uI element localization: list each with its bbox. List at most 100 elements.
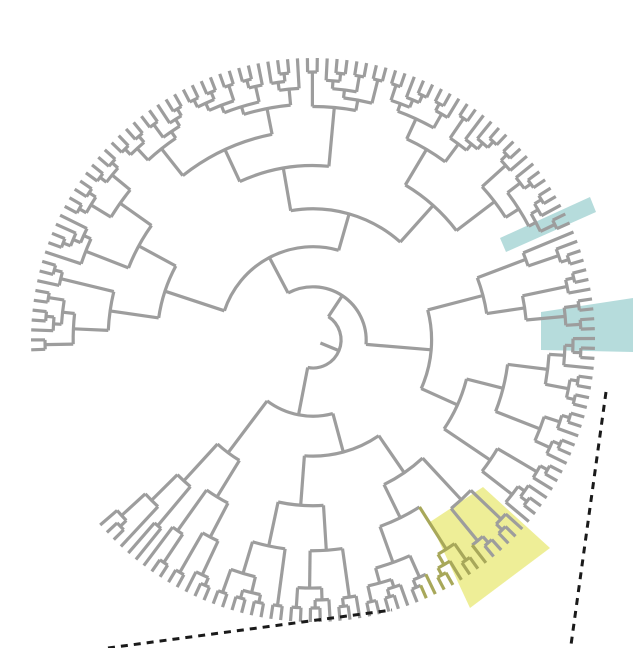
- branch-arc-149: [332, 87, 357, 94]
- branch-radial-238: [365, 342, 432, 352]
- branch-arc-32: [51, 264, 58, 275]
- branch-radial-50: [119, 201, 153, 227]
- branch-radial-453: [167, 569, 178, 584]
- branch-radial-285: [580, 355, 595, 360]
- branch-radial-395: [340, 548, 351, 598]
- branch-radial-361: [460, 561, 472, 576]
- branch-radial-466: [127, 521, 156, 555]
- branch-radial-321: [532, 476, 554, 491]
- branch-radial-27: [35, 288, 50, 295]
- branch-arc-112: [188, 96, 199, 104]
- branch-radial-305: [556, 426, 579, 438]
- branch-radial-258: [572, 268, 587, 275]
- branch-radial-128: [246, 65, 254, 80]
- branch-radial-88: [124, 127, 137, 141]
- branch-radial-330: [523, 503, 537, 516]
- branch-radial-139: [295, 58, 301, 89]
- branch-radial-411: [294, 587, 300, 608]
- branch-radial-193: [448, 117, 465, 140]
- branch-radial-190: [446, 97, 461, 119]
- branch-radial-259: [574, 277, 589, 284]
- branch-radial-89: [132, 121, 144, 135]
- branch-radial-159: [353, 61, 359, 76]
- branch-arc-210: [499, 159, 512, 172]
- branch-radial-267: [565, 322, 581, 327]
- branch-radial-252: [486, 306, 525, 316]
- branch-radial-72: [337, 213, 351, 251]
- branch-radial-413: [298, 607, 303, 622]
- branch-radial-449: [184, 571, 198, 593]
- branch-radial-103: [265, 108, 274, 135]
- branch-radial-129: [256, 63, 264, 86]
- branch-radial-28: [60, 277, 115, 294]
- branch-radial-299: [543, 415, 561, 424]
- branch-arc-298: [533, 416, 546, 442]
- branch-radial-57: [68, 196, 83, 207]
- branch-arc-166: [404, 183, 458, 232]
- branch-arc-348: [471, 535, 484, 547]
- branch-arc-300: [555, 414, 564, 429]
- branch-radial-329: [528, 496, 542, 508]
- branch-radial-340: [469, 489, 503, 521]
- branch-radial-161: [370, 79, 380, 104]
- branch-radial-23: [32, 308, 47, 314]
- branch-radial-101: [164, 98, 175, 113]
- branch-arc-168: [406, 137, 447, 164]
- branch-radial-206: [495, 133, 508, 146]
- branch-radial-218: [506, 181, 522, 194]
- branch-radial-351: [490, 538, 503, 552]
- branch-radial-414: [288, 606, 294, 622]
- branch-radial-311: [557, 447, 572, 456]
- branch-radial-265: [577, 297, 593, 303]
- teal-highlight-middle: [541, 298, 633, 352]
- branch-radial-292: [576, 384, 592, 390]
- branch-radial-37: [85, 249, 130, 270]
- branch-radial-433: [221, 568, 233, 593]
- branch-radial-461: [182, 442, 219, 482]
- branch-arc-405: [315, 597, 330, 602]
- branch-radial-191: [443, 143, 460, 163]
- branch-radial-393: [321, 505, 328, 551]
- branch-radial-5: [164, 289, 225, 313]
- branch-radial-169: [405, 118, 418, 140]
- branch-radial-19: [31, 328, 54, 333]
- branch-radial-94: [140, 115, 152, 129]
- branch-radial-164: [380, 67, 388, 82]
- branch-radial-207: [455, 200, 496, 232]
- branch-arc-314: [480, 447, 499, 473]
- branch-arc-187: [434, 100, 445, 108]
- branch-arc-394: [310, 547, 343, 553]
- branch-arc-126: [241, 77, 252, 84]
- branch-arc-318: [543, 464, 552, 475]
- branch-arc-249: [565, 254, 572, 265]
- branch-radial-140: [327, 107, 336, 167]
- branch-radial-465: [134, 527, 163, 561]
- branch-radial-70: [97, 155, 110, 168]
- branch-radial-263: [563, 304, 580, 310]
- branch-radial-441: [208, 502, 230, 538]
- branch-arc-323: [504, 485, 520, 504]
- branch-radial-223: [527, 170, 541, 182]
- branch-arc-384: [384, 593, 395, 600]
- branch-radial-33: [39, 269, 54, 276]
- branch-arc-239: [419, 309, 434, 390]
- branch-radial-448: [193, 582, 203, 597]
- branch-arc-45: [59, 237, 67, 248]
- branch-arc-192: [449, 136, 468, 152]
- branch-arc-100: [172, 105, 183, 113]
- branch-arc-75: [239, 164, 330, 184]
- branch-radial-320: [544, 472, 559, 483]
- branch-radial-391: [299, 455, 306, 506]
- branch-radial-15: [62, 310, 75, 316]
- branch-radial-251: [569, 258, 584, 266]
- branch-radial-196: [466, 108, 477, 122]
- branch-radial-47: [51, 231, 66, 241]
- branch-radial-402: [308, 550, 312, 589]
- dashed-guides: [107, 391, 608, 648]
- branch-radial-175: [389, 69, 398, 85]
- branch-radial-371: [408, 555, 421, 578]
- branch-radial-232: [542, 195, 557, 205]
- branch-radial-122: [227, 70, 235, 85]
- branch-radial-76: [223, 149, 242, 183]
